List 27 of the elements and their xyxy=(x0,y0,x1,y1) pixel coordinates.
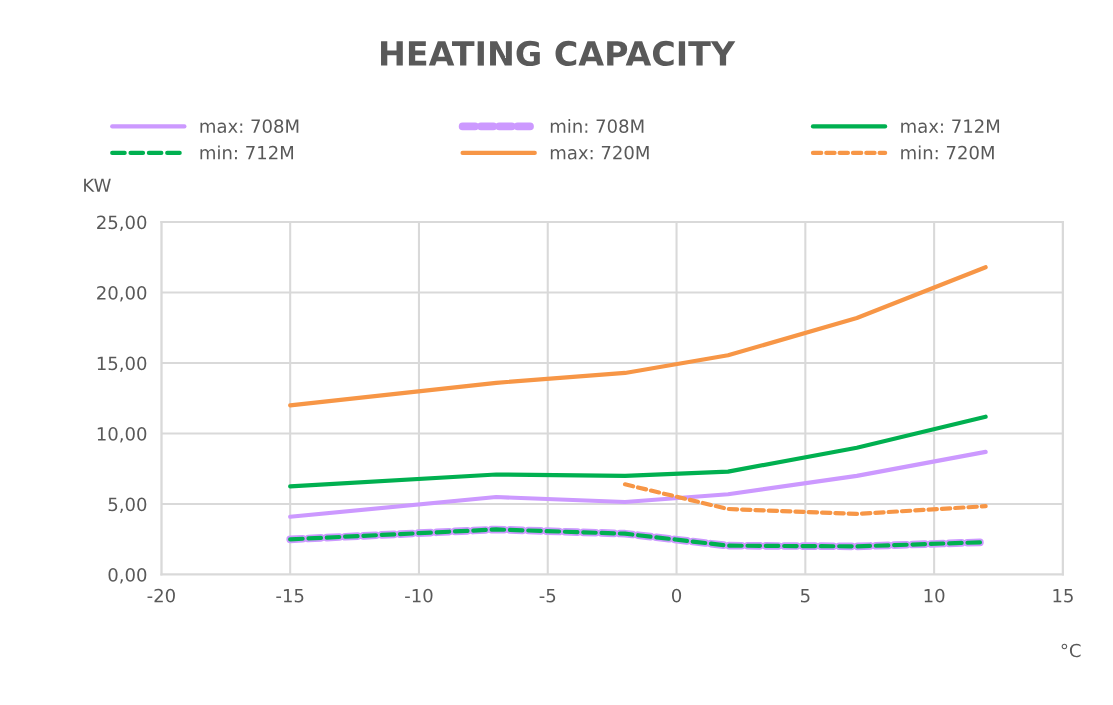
legend-label: min: 720M xyxy=(901,145,994,160)
x-tick-label: -10 xyxy=(405,588,433,603)
x-axis-title: °C xyxy=(1061,643,1081,658)
y-tick-label: 15,00 xyxy=(97,356,147,373)
line-series xyxy=(622,482,988,517)
x-tick-label: 10 xyxy=(924,588,945,603)
x-tick-label: 0 xyxy=(671,588,682,603)
legend-label: min: 708M xyxy=(550,119,644,133)
x-tick-label: -15 xyxy=(276,589,304,603)
legend-label: max: 708M xyxy=(200,119,299,133)
y-tick-label: 20,00 xyxy=(97,286,147,302)
legend-label: max: 712M xyxy=(901,119,1000,133)
y-axis-title: KW xyxy=(84,178,111,192)
y-tick-label: 25,00 xyxy=(97,215,147,232)
line-series xyxy=(288,414,988,489)
line-series xyxy=(288,449,988,519)
y-tick-label: 0,00 xyxy=(108,568,147,584)
legend-label: max: 720M xyxy=(550,145,649,160)
x-tick-label: 15 xyxy=(1053,589,1073,603)
line-series xyxy=(288,265,988,408)
x-tick-label: -20 xyxy=(147,588,175,603)
x-tick-label: 5 xyxy=(800,589,810,603)
chart-title: HEATING CAPACITY xyxy=(381,40,736,67)
y-tick-label: 10,00 xyxy=(97,427,147,443)
legend-label: min: 712M xyxy=(200,145,294,160)
y-tick-label: 5,00 xyxy=(108,497,147,514)
x-tick-label: -5 xyxy=(539,589,556,603)
